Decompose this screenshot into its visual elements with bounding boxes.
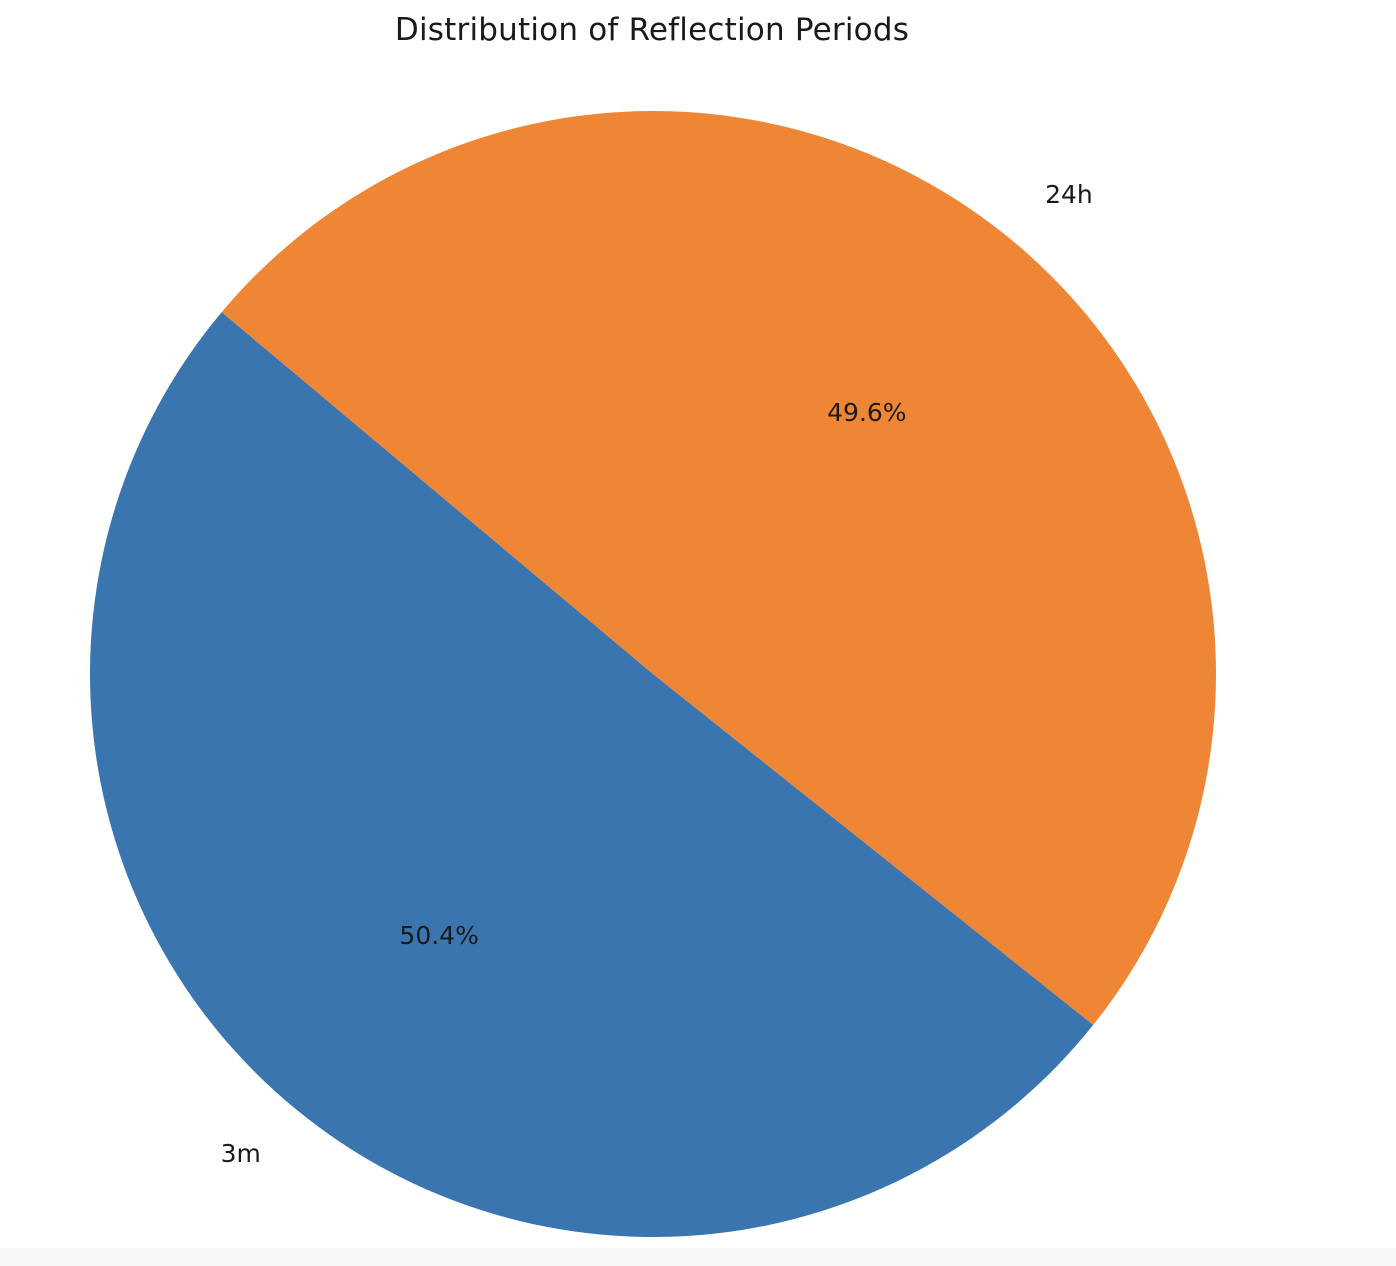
slice-label-3m: 3m <box>221 1139 261 1168</box>
pie-slice-3m <box>90 312 1094 1237</box>
pct-label-24h: 49.6% <box>827 398 906 427</box>
chart-title: Distribution of Reflection Periods <box>394 12 910 48</box>
slice-label-24h: 24h <box>1045 180 1093 209</box>
pie-slice-24h <box>221 110 1217 1025</box>
pct-label-3m: 50.4% <box>399 921 478 950</box>
bottom-strip <box>0 1248 1396 1266</box>
